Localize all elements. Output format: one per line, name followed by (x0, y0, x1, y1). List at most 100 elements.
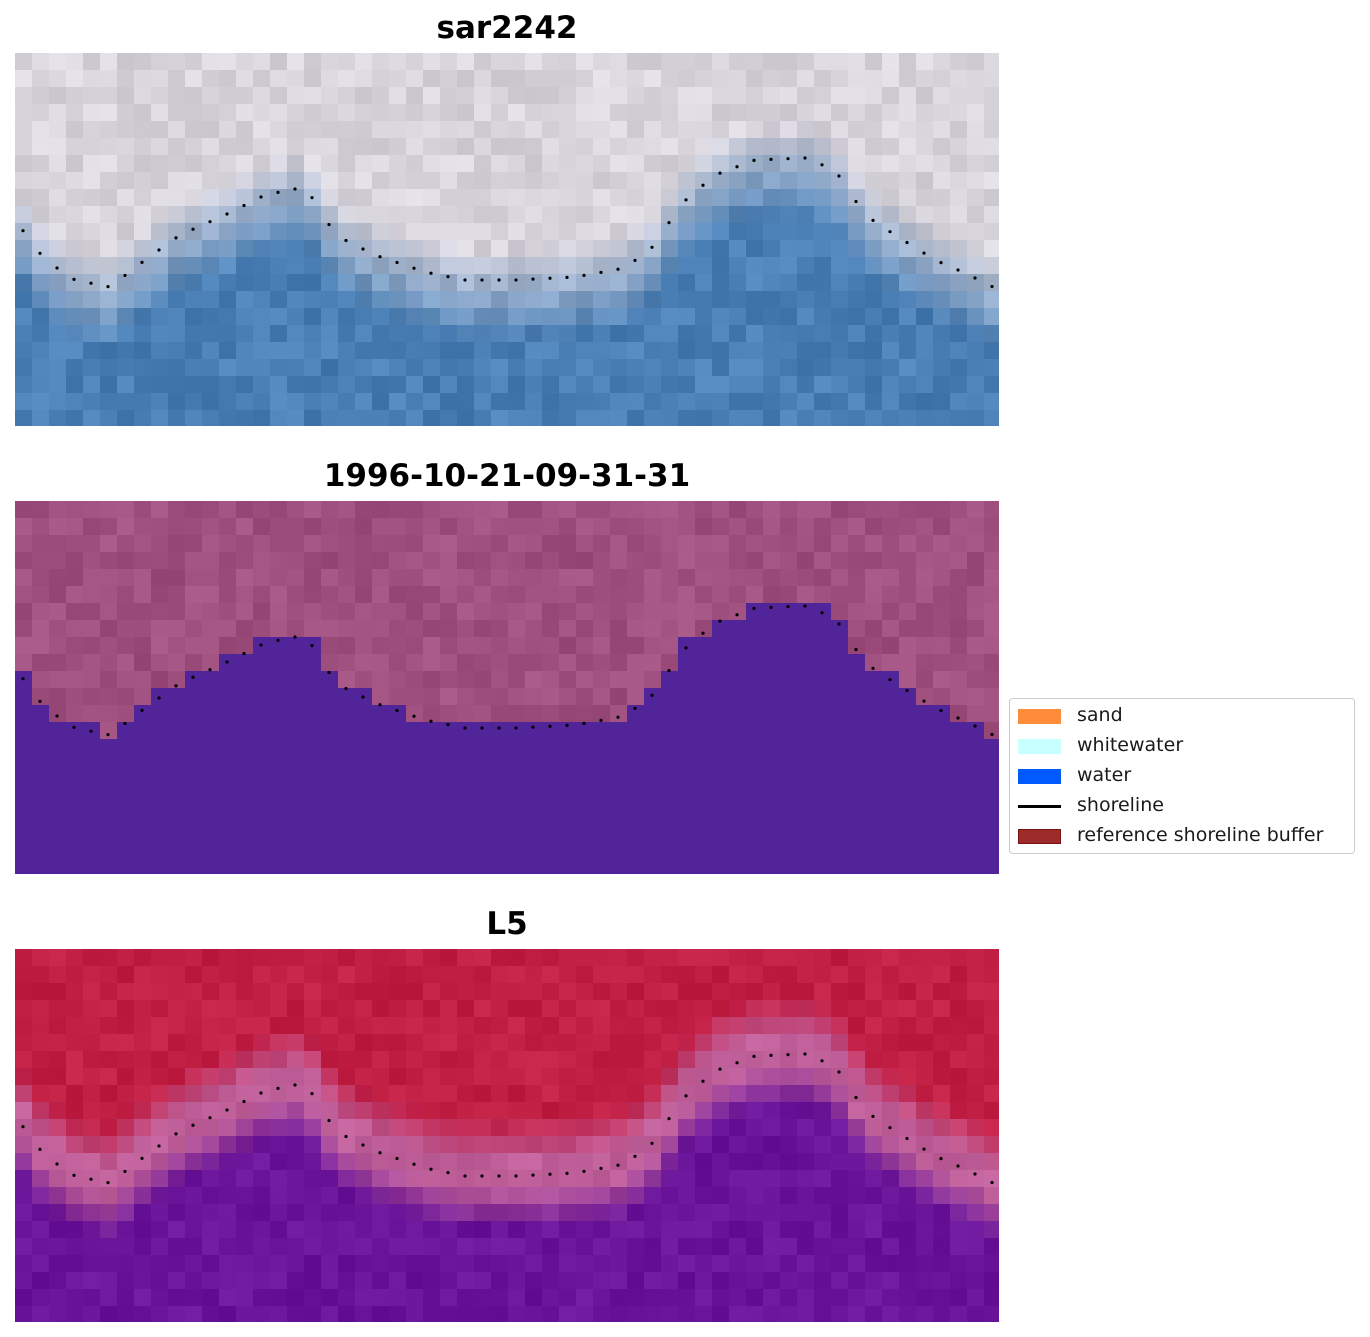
shoreline-dot (463, 1174, 467, 1178)
shoreline-dot (378, 1151, 382, 1155)
shoreline-dot (480, 1174, 484, 1178)
shoreline-dot (939, 261, 943, 265)
shoreline-dot (395, 1156, 399, 1161)
shoreline-dot (38, 699, 42, 703)
shoreline-dot (820, 1059, 824, 1063)
shoreline-dot (72, 725, 76, 729)
shoreline-dot (803, 1052, 807, 1056)
shoreline-dot (888, 678, 892, 682)
shoreline-dot (548, 724, 552, 728)
shoreline-dot (276, 1086, 280, 1090)
shoreline-dot (939, 1157, 943, 1161)
shoreline-dot (89, 1177, 93, 1181)
sand-swatch (1018, 709, 1061, 724)
shoreline-dot (837, 622, 841, 626)
shoreline-dot (157, 696, 161, 700)
shoreline-dot (599, 270, 603, 274)
shoreline-dot (701, 631, 705, 635)
shoreline-dot (990, 1180, 994, 1185)
reference-buffer-swatch (1018, 829, 1061, 844)
shoreline-dot (684, 646, 688, 650)
shoreline-dot (701, 1079, 705, 1083)
shoreline-dot (633, 706, 637, 710)
shoreline-dot (514, 1174, 518, 1178)
shoreline-dot (735, 613, 739, 617)
shoreline-dot (276, 638, 280, 642)
shoreline-dot (922, 1147, 926, 1151)
shoreline-dot (429, 719, 433, 723)
shoreline-dot (157, 248, 161, 252)
panel-title-1: sar2242 (436, 10, 578, 46)
shoreline-dot (752, 158, 756, 162)
shoreline-dot (21, 229, 25, 233)
legend-item-whitewater: whitewater (1010, 731, 1354, 761)
sar-rgb-image (15, 53, 999, 426)
shoreline-dot (174, 236, 178, 240)
shoreline-dot (871, 666, 875, 670)
shoreline-dot (718, 171, 722, 175)
shoreline-dot (497, 278, 501, 282)
water-swatch (1018, 769, 1061, 784)
shoreline-dot (429, 1167, 433, 1171)
shoreline-dot (752, 1054, 756, 1058)
shoreline-dot (174, 684, 178, 688)
shoreline-dot (803, 604, 807, 608)
shoreline-dot (123, 273, 127, 278)
shoreline-dot (242, 1099, 246, 1104)
shoreline-dot (310, 1092, 314, 1096)
shoreline-dot (157, 1144, 161, 1148)
shoreline-dot (106, 1181, 110, 1185)
shoreline-dot (667, 221, 671, 225)
shoreline-dot (650, 245, 654, 249)
shoreline-dot (888, 230, 892, 234)
shoreline-dot (259, 1091, 263, 1095)
shoreline-dot (718, 619, 722, 623)
shoreline-dot (225, 660, 229, 664)
shoreline-dot (429, 271, 433, 275)
shoreline-dot (990, 284, 994, 289)
shoreline-dot (684, 1094, 688, 1098)
shoreline-dot (208, 668, 212, 672)
shoreline-dot (55, 1162, 59, 1166)
shoreline-dot (548, 1172, 552, 1176)
shoreline-dot (497, 1174, 501, 1178)
shoreline-dot (786, 157, 790, 161)
shoreline-dot (650, 1141, 654, 1145)
shoreline-dot (769, 605, 773, 609)
shoreline-dot (905, 1136, 909, 1141)
shoreline-dot (191, 227, 195, 231)
shoreline-dot (616, 715, 620, 719)
shoreline-dot (497, 726, 501, 730)
shoreline-dot (191, 1123, 195, 1127)
shoreline-dot (650, 693, 654, 697)
legend-label: shoreline (1077, 794, 1164, 816)
shoreline-dot (446, 1171, 450, 1175)
shoreline-dot (361, 1143, 365, 1147)
shoreline-dot (837, 1070, 841, 1074)
shoreline-dot (939, 709, 943, 713)
legend: sand whitewater water shoreline referenc… (1009, 698, 1355, 854)
shoreline-dot (21, 677, 25, 681)
shoreline-dot (310, 644, 314, 648)
shoreline-dot (582, 273, 586, 277)
index-image (15, 949, 999, 1322)
shoreline-dot (769, 157, 773, 161)
shoreline-dot (327, 1118, 331, 1123)
shoreline-dot (310, 196, 314, 200)
shoreline-dot (344, 238, 348, 243)
shoreline-dot (922, 699, 926, 703)
shoreline-dot (718, 1067, 722, 1071)
shoreline-dot (242, 203, 246, 208)
shoreline-dot (480, 726, 484, 730)
shoreline-dot (633, 1154, 637, 1158)
shoreline-dot (276, 190, 280, 194)
shoreline-dot (837, 174, 841, 178)
shoreline-dot (140, 260, 144, 264)
shoreline-dot (174, 1132, 178, 1136)
shoreline-dot (344, 686, 348, 691)
shoreline-dot (293, 187, 297, 191)
shoreline-dot (89, 729, 93, 733)
shoreline-dot (293, 1083, 297, 1087)
shoreline-dot (344, 1134, 348, 1139)
shoreline-dot (973, 724, 977, 728)
